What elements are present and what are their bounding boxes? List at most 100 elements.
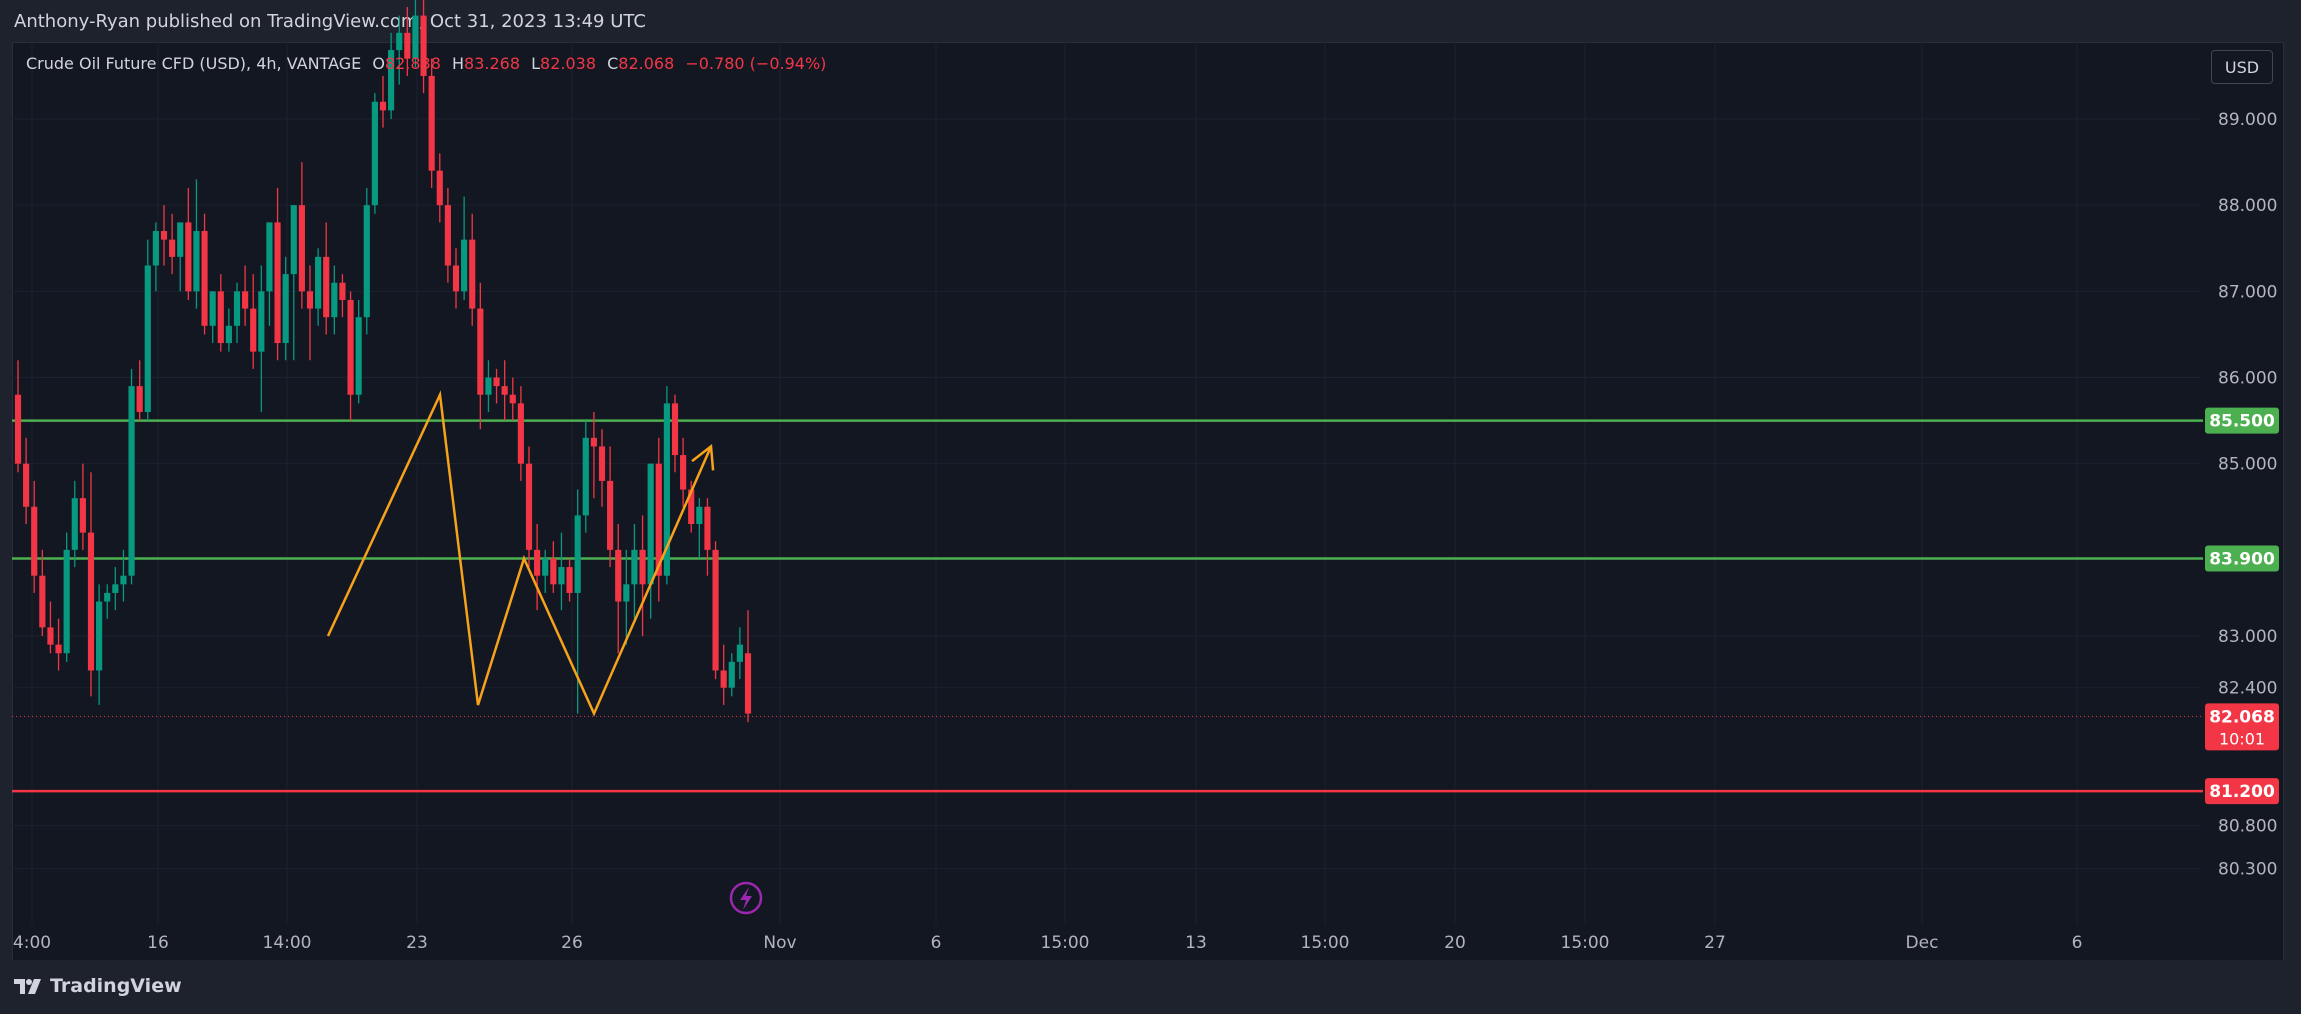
candle[interactable] xyxy=(639,515,646,637)
publisher-banner: Anthony-Ryan published on TradingView.co… xyxy=(0,0,2301,42)
candle[interactable] xyxy=(169,213,176,275)
candle[interactable] xyxy=(120,549,127,602)
candle[interactable] xyxy=(525,446,533,568)
candle[interactable] xyxy=(663,386,670,585)
tradingview-brand[interactable]: TradingView xyxy=(14,975,182,997)
candle[interactable] xyxy=(290,205,297,361)
candle[interactable] xyxy=(420,0,427,94)
candle[interactable] xyxy=(23,437,30,524)
candle[interactable] xyxy=(493,368,500,404)
candle[interactable] xyxy=(566,558,573,602)
candle[interactable] xyxy=(55,618,62,671)
candle[interactable] xyxy=(631,523,638,619)
candle[interactable] xyxy=(696,498,703,559)
candle[interactable] xyxy=(274,187,281,361)
price-level-label[interactable]: 83.900 xyxy=(2205,545,2279,572)
candle[interactable] xyxy=(558,532,565,611)
candle[interactable] xyxy=(363,187,370,335)
candle[interactable] xyxy=(501,360,508,421)
last-price-label[interactable]: 82.068 10:01 xyxy=(2205,703,2279,751)
candle[interactable] xyxy=(469,213,476,326)
candle[interactable] xyxy=(242,265,249,326)
candle[interactable] xyxy=(315,248,322,326)
candle[interactable] xyxy=(47,601,54,654)
candle[interactable] xyxy=(590,411,597,499)
candle[interactable] xyxy=(388,32,395,119)
candle[interactable] xyxy=(282,256,289,361)
candle[interactable] xyxy=(428,58,435,188)
candle[interactable] xyxy=(87,472,95,697)
candle[interactable] xyxy=(534,523,541,611)
candle[interactable] xyxy=(233,282,241,344)
candle[interactable] xyxy=(39,549,46,637)
candle[interactable] xyxy=(250,274,257,369)
candle[interactable] xyxy=(209,291,216,344)
candle[interactable] xyxy=(728,653,735,697)
candle[interactable] xyxy=(655,437,662,602)
candle[interactable] xyxy=(152,222,159,292)
lightning-icon[interactable] xyxy=(729,881,763,915)
candle[interactable] xyxy=(607,446,614,568)
candle[interactable] xyxy=(298,162,305,309)
candle[interactable] xyxy=(485,360,492,412)
candle[interactable] xyxy=(720,644,727,705)
candle[interactable] xyxy=(736,627,743,680)
candle[interactable] xyxy=(144,239,151,421)
candle[interactable] xyxy=(96,584,103,705)
candle[interactable] xyxy=(160,205,168,266)
candle[interactable] xyxy=(128,368,135,585)
candle[interactable] xyxy=(615,523,622,654)
candle[interactable] xyxy=(258,265,265,412)
candle[interactable] xyxy=(582,420,589,533)
candle[interactable] xyxy=(712,541,719,680)
candle[interactable] xyxy=(647,463,654,619)
candle[interactable] xyxy=(266,222,273,326)
candle[interactable] xyxy=(396,15,403,85)
candle[interactable] xyxy=(436,153,443,223)
candle[interactable] xyxy=(177,222,184,292)
candle[interactable] xyxy=(71,480,78,568)
candle[interactable] xyxy=(744,610,752,723)
candle[interactable] xyxy=(680,437,687,507)
candle[interactable] xyxy=(306,265,314,361)
candle[interactable] xyxy=(331,265,338,335)
candle[interactable] xyxy=(704,498,711,576)
candle[interactable] xyxy=(347,291,354,421)
candle[interactable] xyxy=(477,282,484,430)
candle[interactable] xyxy=(598,429,606,507)
candle[interactable] xyxy=(31,480,38,593)
candle[interactable] xyxy=(323,222,330,335)
candle[interactable] xyxy=(104,584,111,619)
candle[interactable] xyxy=(444,187,451,283)
candle[interactable] xyxy=(225,308,232,352)
candle[interactable] xyxy=(404,6,411,76)
price-level-label[interactable]: 85.500 xyxy=(2205,407,2279,434)
drawn-zigzag-path[interactable] xyxy=(326,390,713,717)
candle[interactable] xyxy=(623,549,630,645)
candle[interactable] xyxy=(379,75,387,128)
candle[interactable] xyxy=(339,274,346,318)
candle[interactable] xyxy=(201,213,208,335)
candle[interactable] xyxy=(63,532,70,662)
currency-button[interactable]: USD xyxy=(2211,50,2273,84)
candle[interactable] xyxy=(112,567,119,611)
candle[interactable] xyxy=(517,386,524,481)
candle[interactable] xyxy=(14,360,22,473)
candle[interactable] xyxy=(542,549,549,593)
candle[interactable] xyxy=(671,394,679,473)
candle[interactable] xyxy=(79,463,86,550)
candle[interactable] xyxy=(371,93,378,214)
candle[interactable] xyxy=(452,248,460,309)
candle[interactable] xyxy=(461,196,468,300)
candle[interactable] xyxy=(193,179,200,309)
candle[interactable] xyxy=(185,187,192,300)
candle[interactable] xyxy=(136,360,143,421)
price-level-label[interactable]: 81.200 xyxy=(2205,778,2279,805)
symbol-name[interactable]: Crude Oil Future CFD (USD), 4h, VANTAGE xyxy=(26,54,362,73)
candle[interactable] xyxy=(412,0,419,68)
candle[interactable] xyxy=(550,541,557,593)
candle[interactable] xyxy=(509,377,516,421)
candle[interactable] xyxy=(217,274,224,352)
candle[interactable] xyxy=(355,299,362,404)
